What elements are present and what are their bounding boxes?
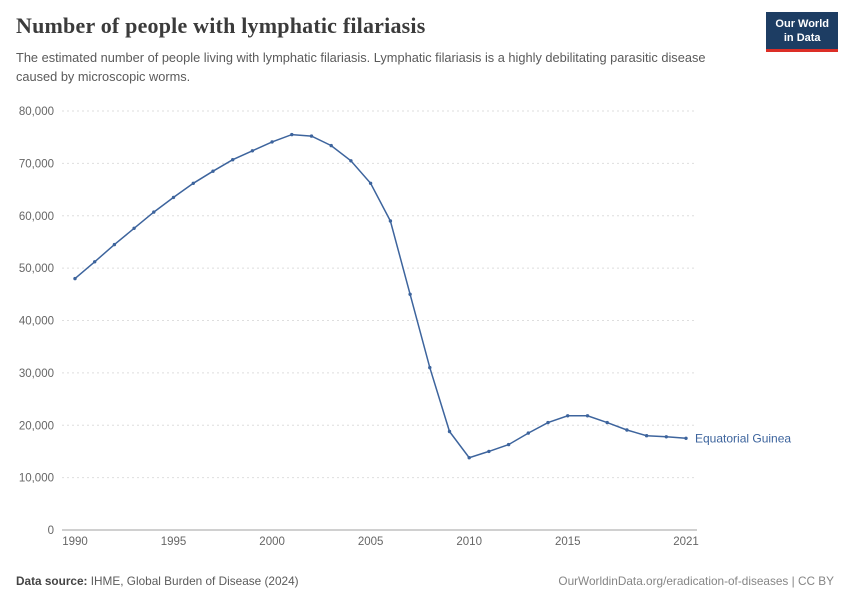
data-point[interactable]: [171, 195, 176, 200]
chart-title: Number of people with lymphatic filarias…: [16, 13, 426, 38]
chart-subtitle: The estimated number of people living wi…: [16, 50, 706, 84]
data-source-label: Data source:: [16, 574, 88, 588]
x-tick-label: 2000: [259, 536, 285, 548]
y-tick-label: 80,000: [19, 106, 54, 118]
y-tick-label: 20,000: [19, 420, 54, 432]
x-tick-label: 2015: [555, 536, 581, 548]
data-point[interactable]: [506, 442, 511, 447]
line-chart: 0 10,000 20,000 30,000 40,000 50,000 60,000 70,…: [19, 106, 792, 548]
data-point[interactable]: [93, 260, 97, 264]
data-source: Data source: IHME, Global Burden of Dise…: [16, 574, 299, 588]
chart-header: Number of people with lymphatic filarias…: [16, 13, 740, 86]
data-point[interactable]: [211, 169, 215, 173]
data-point[interactable]: [487, 449, 491, 454]
data-point[interactable]: [388, 219, 393, 223]
data-point[interactable]: [349, 159, 353, 163]
x-tick-label: 2005: [358, 536, 384, 548]
y-tick-label: 10,000: [19, 473, 54, 485]
data-point[interactable]: [408, 292, 412, 296]
data-point[interactable]: [566, 414, 570, 418]
owid-logo-line2: in Data: [783, 32, 821, 45]
data-point[interactable]: [270, 140, 274, 144]
x-tick-label: 2010: [456, 536, 482, 548]
data-point[interactable]: [250, 149, 255, 153]
data-point[interactable]: [625, 428, 629, 432]
data-source-text: IHME, Global Burden of Disease (2024): [87, 574, 299, 588]
data-point[interactable]: [467, 456, 471, 460]
chart-footer: Data source: IHME, Global Burden of Dise…: [16, 574, 834, 588]
data-point[interactable]: [526, 431, 530, 435]
data-point[interactable]: [684, 436, 688, 440]
data-point[interactable]: [546, 420, 550, 425]
data-point[interactable]: [585, 414, 590, 418]
y-tick-label: 60,000: [19, 211, 54, 223]
data-point[interactable]: [112, 242, 117, 247]
data-point[interactable]: [231, 158, 235, 162]
data-point[interactable]: [191, 181, 195, 185]
y-tick-label: 50,000: [19, 263, 54, 275]
data-point[interactable]: [290, 132, 294, 137]
y-tick-label: 0: [48, 525, 54, 537]
owid-logo[interactable]: Our World in Data: [766, 12, 838, 52]
data-point[interactable]: [152, 210, 156, 214]
y-tick-label: 30,000: [19, 368, 54, 380]
data-point[interactable]: [329, 143, 333, 148]
owid-logo-line1: Our World: [775, 18, 829, 30]
data-point[interactable]: [644, 434, 649, 438]
data-line[interactable]: [74, 133, 687, 459]
series-label[interactable]: Equatorial Guinea: [695, 431, 791, 445]
data-point[interactable]: [73, 276, 77, 281]
data-point[interactable]: [428, 365, 432, 370]
owid-link[interactable]: OurWorldinData.org/eradication-of-diseas…: [558, 574, 834, 588]
data-point[interactable]: [664, 435, 668, 439]
x-tick-label: 1995: [161, 536, 187, 548]
data-point[interactable]: [605, 420, 609, 425]
data-point[interactable]: [368, 181, 373, 185]
y-tick-label: 40,000: [19, 316, 54, 328]
x-tick-label: 1990: [62, 536, 88, 548]
data-point[interactable]: [309, 134, 314, 138]
x-tick-label: 2021: [673, 536, 699, 548]
y-tick-label: 70,000: [19, 158, 54, 170]
data-point[interactable]: [132, 226, 136, 230]
data-point[interactable]: [447, 429, 452, 434]
